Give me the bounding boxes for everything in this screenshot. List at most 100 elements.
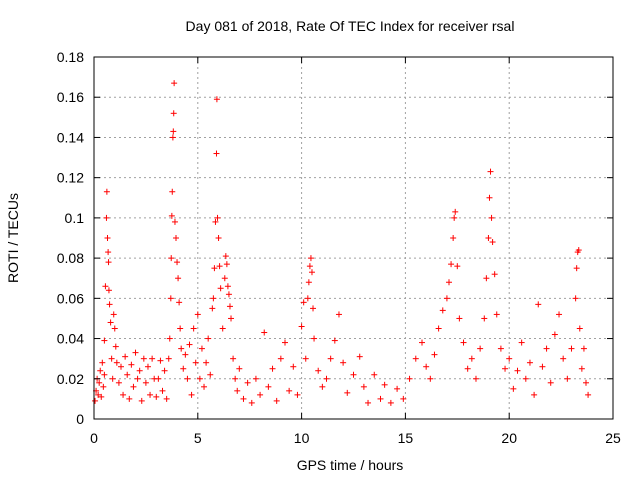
- data-point: [304, 295, 311, 302]
- data-point: [132, 349, 139, 356]
- y-tick-label: 0.02: [57, 371, 84, 387]
- data-point: [412, 355, 419, 362]
- data-point: [112, 343, 119, 350]
- data-point: [147, 391, 154, 398]
- data-point: [136, 367, 143, 374]
- data-point: [120, 391, 127, 398]
- data-point: [100, 383, 107, 390]
- data-point: [300, 299, 307, 306]
- data-point: [170, 128, 177, 135]
- data-point: [439, 307, 446, 314]
- data-point: [176, 299, 183, 306]
- data-point: [201, 383, 208, 390]
- data-point: [294, 391, 301, 398]
- data-point: [203, 359, 210, 366]
- data-point: [230, 355, 237, 362]
- y-tick-label: 0: [76, 411, 84, 427]
- data-point: [102, 283, 109, 290]
- data-point: [180, 365, 187, 372]
- data-point: [518, 339, 525, 346]
- data-point: [159, 387, 166, 394]
- x-tick-label: 10: [294, 430, 310, 446]
- data-point: [510, 385, 517, 392]
- data-point: [186, 341, 193, 348]
- data-point: [514, 367, 521, 374]
- data-point: [556, 311, 563, 318]
- data-point: [261, 329, 268, 336]
- data-point: [157, 357, 164, 364]
- data-point: [360, 383, 367, 390]
- data-point: [217, 285, 224, 292]
- data-point: [286, 387, 293, 394]
- data-point: [171, 80, 178, 87]
- data-point: [169, 134, 176, 141]
- data-point: [244, 379, 251, 386]
- data-point: [194, 311, 201, 318]
- data-point: [423, 363, 430, 370]
- data-point: [205, 335, 212, 342]
- data-point: [168, 212, 175, 219]
- data-point: [450, 235, 457, 241]
- data-point: [225, 291, 232, 298]
- data-point: [117, 363, 124, 370]
- data-point: [575, 247, 582, 254]
- plot-frame: [93, 56, 614, 420]
- data-point: [560, 355, 567, 362]
- data-point: [128, 361, 135, 368]
- data-point: [144, 363, 151, 370]
- data-point: [92, 397, 99, 404]
- data-point: [106, 301, 113, 308]
- data-point: [506, 355, 513, 362]
- data-point: [226, 303, 233, 310]
- data-point: [539, 363, 546, 370]
- data-point: [190, 325, 197, 332]
- data-point: [99, 359, 106, 366]
- data-point: [445, 279, 452, 286]
- data-point: [578, 365, 585, 372]
- data-point: [290, 363, 297, 370]
- data-point: [175, 275, 182, 282]
- x-axis-label: GPS time / hours: [297, 457, 404, 473]
- data-point: [265, 383, 272, 390]
- data-point: [568, 345, 575, 352]
- data-point: [468, 355, 475, 362]
- data-point: [310, 305, 317, 312]
- data-point: [211, 265, 218, 272]
- data-point: [149, 355, 156, 362]
- x-tick-label: 15: [398, 430, 414, 446]
- axis-ticks: [93, 56, 614, 420]
- data-point: [130, 383, 137, 390]
- data-point: [109, 375, 116, 382]
- data-point: [273, 397, 280, 404]
- data-point: [460, 339, 467, 346]
- data-point: [105, 287, 112, 294]
- data-point: [97, 367, 104, 374]
- data-point: [171, 218, 178, 225]
- data-point: [101, 337, 108, 344]
- data-point: [488, 214, 495, 221]
- data-point: [464, 365, 471, 372]
- data-point: [165, 355, 172, 362]
- y-tick-label: 0.14: [57, 129, 84, 145]
- data-point: [576, 325, 583, 332]
- data-point: [214, 214, 221, 221]
- data-point: [269, 365, 276, 372]
- data-point: [477, 345, 484, 352]
- data-point: [142, 379, 149, 386]
- data-point: [224, 283, 231, 290]
- data-point: [168, 255, 175, 262]
- data-point: [105, 249, 112, 256]
- x-tick-label: 20: [501, 430, 517, 446]
- data-point: [427, 375, 434, 382]
- data-point: [138, 397, 145, 404]
- data-point: [252, 375, 259, 382]
- data-point: [481, 315, 488, 322]
- y-tick-label: 0.08: [57, 250, 84, 266]
- data-point: [419, 339, 426, 346]
- data-point: [210, 295, 217, 302]
- data-point: [95, 391, 102, 398]
- data-point: [298, 323, 305, 330]
- data-points: [92, 80, 592, 406]
- data-point: [491, 271, 498, 278]
